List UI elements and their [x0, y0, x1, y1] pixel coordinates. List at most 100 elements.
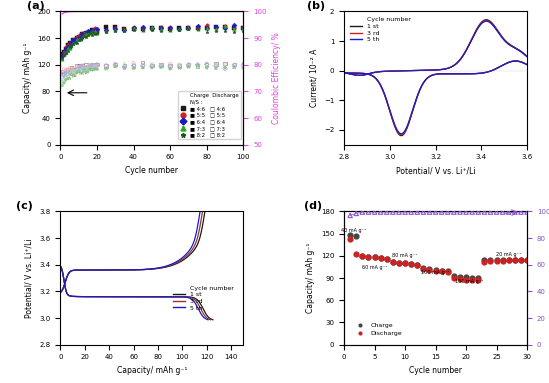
Point [389, 259, 397, 265]
Point [129, 25, 138, 31]
Y-axis label: Capacity/ mAh g⁻¹: Capacity/ mAh g⁻¹ [23, 43, 32, 113]
Point [60, 52, 69, 58]
X-axis label: Cycle number: Cycle number [125, 166, 178, 175]
Point [102, 28, 110, 34]
Point [230, 28, 239, 34]
Point [486, 258, 495, 264]
Legend: Cycle number, 1 st, 3 rd, 5 th: Cycle number, 1 st, 3 rd, 5 th [347, 15, 413, 45]
Point [111, 28, 120, 34]
Point [63, 43, 72, 49]
Point [63, 75, 72, 82]
Point [193, 25, 202, 31]
Point [431, 209, 440, 215]
Legend: Charge, Discharge: Charge, Discharge [351, 320, 405, 339]
Point [230, 25, 239, 31]
Point [67, 71, 76, 77]
Point [78, 31, 87, 38]
Point [450, 209, 458, 215]
Point [83, 29, 92, 36]
Point [148, 25, 156, 31]
Point [211, 62, 220, 69]
Text: 40 mA g⁻¹: 40 mA g⁻¹ [340, 228, 366, 233]
Point [203, 29, 211, 35]
Point [239, 64, 248, 70]
Point [511, 257, 519, 263]
Point [505, 257, 513, 263]
Point [65, 68, 74, 74]
Point [93, 62, 102, 68]
Point [364, 254, 373, 260]
Point [80, 67, 88, 73]
Point [148, 65, 156, 71]
Point [395, 259, 404, 265]
Point [76, 36, 85, 42]
Point [80, 33, 88, 39]
Point [91, 63, 99, 69]
Point [91, 66, 99, 72]
Point [85, 29, 94, 35]
Point [203, 61, 211, 67]
Point [85, 29, 94, 35]
Point [175, 62, 184, 69]
Point [462, 277, 470, 283]
Point [78, 64, 87, 70]
Point [211, 26, 220, 33]
Point [102, 63, 110, 69]
Point [517, 257, 525, 263]
Point [85, 63, 94, 69]
Point [138, 59, 147, 65]
Point [138, 62, 147, 68]
Point [358, 253, 367, 259]
Point [76, 34, 85, 41]
Point [166, 66, 175, 72]
Point [184, 62, 193, 68]
Point [72, 35, 81, 41]
Point [239, 25, 248, 31]
Point [83, 69, 92, 75]
Point [120, 28, 129, 34]
Point [138, 25, 147, 31]
Point [74, 36, 83, 42]
Point [71, 39, 80, 46]
Point [492, 258, 501, 264]
Point [76, 64, 85, 70]
Point [230, 26, 239, 33]
Point [82, 30, 91, 36]
Point [156, 25, 165, 31]
Text: 60 mA g⁻¹: 60 mA g⁻¹ [362, 265, 387, 270]
Point [221, 65, 229, 71]
Point [71, 72, 80, 79]
Point [80, 29, 88, 36]
Point [91, 26, 99, 33]
Point [364, 209, 373, 215]
Point [93, 66, 102, 72]
Point [138, 27, 147, 33]
Point [69, 37, 77, 43]
Point [111, 26, 120, 33]
Point [87, 66, 96, 72]
Point [230, 25, 239, 31]
Point [129, 63, 138, 69]
Point [87, 28, 96, 34]
Point [193, 62, 202, 68]
Point [87, 28, 96, 34]
Point [91, 28, 99, 34]
Point [61, 50, 70, 56]
Point [166, 63, 175, 69]
Point [63, 42, 72, 48]
Point [82, 62, 91, 68]
Point [193, 25, 202, 31]
Point [76, 70, 85, 76]
Point [111, 62, 120, 68]
Point [74, 64, 83, 70]
Point [221, 23, 229, 29]
Point [71, 37, 80, 43]
Point [419, 209, 428, 215]
Point [58, 52, 66, 58]
Point [74, 35, 83, 41]
Point [138, 65, 147, 71]
Point [72, 64, 81, 70]
Point [444, 209, 452, 215]
Point [239, 61, 248, 67]
Point [102, 63, 110, 69]
